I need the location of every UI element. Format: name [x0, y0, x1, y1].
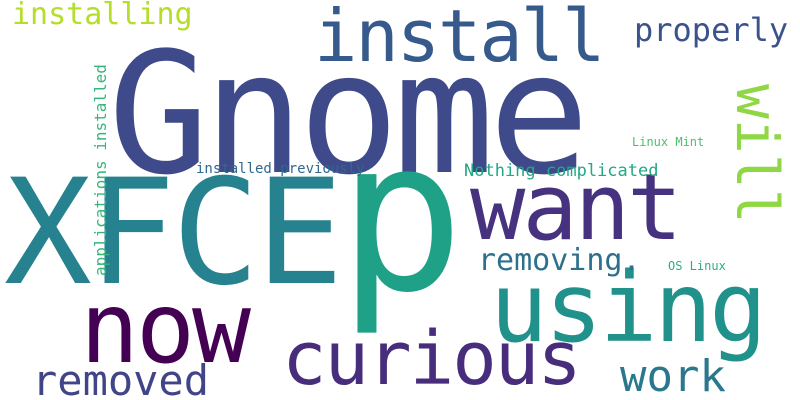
word-properly: properly — [634, 11, 789, 49]
word-xfce: XFCE — [4, 148, 344, 318]
word-removing: removing. — [478, 243, 641, 278]
word-using: using — [490, 252, 767, 364]
word-curious: curious — [282, 316, 582, 400]
word-applications-installed: applications installed — [91, 64, 110, 276]
word-installed-previously: installed previously — [196, 161, 365, 177]
word-os-linux: OS Linux — [668, 259, 726, 273]
word-removed: removed — [32, 356, 210, 400]
word-installing: installing — [12, 0, 193, 32]
word-p: p — [338, 94, 465, 339]
word-want: want — [470, 154, 683, 261]
word-will: will — [723, 84, 791, 224]
word-nothing-complicated: Nothing complicated — [464, 161, 659, 181]
word-install: install — [314, 0, 605, 78]
word-now: now — [80, 272, 251, 386]
word-linux-mint: Linux Mint — [632, 135, 705, 149]
word-gnome: Gnome — [108, 16, 590, 212]
word-work: work — [620, 351, 726, 400]
